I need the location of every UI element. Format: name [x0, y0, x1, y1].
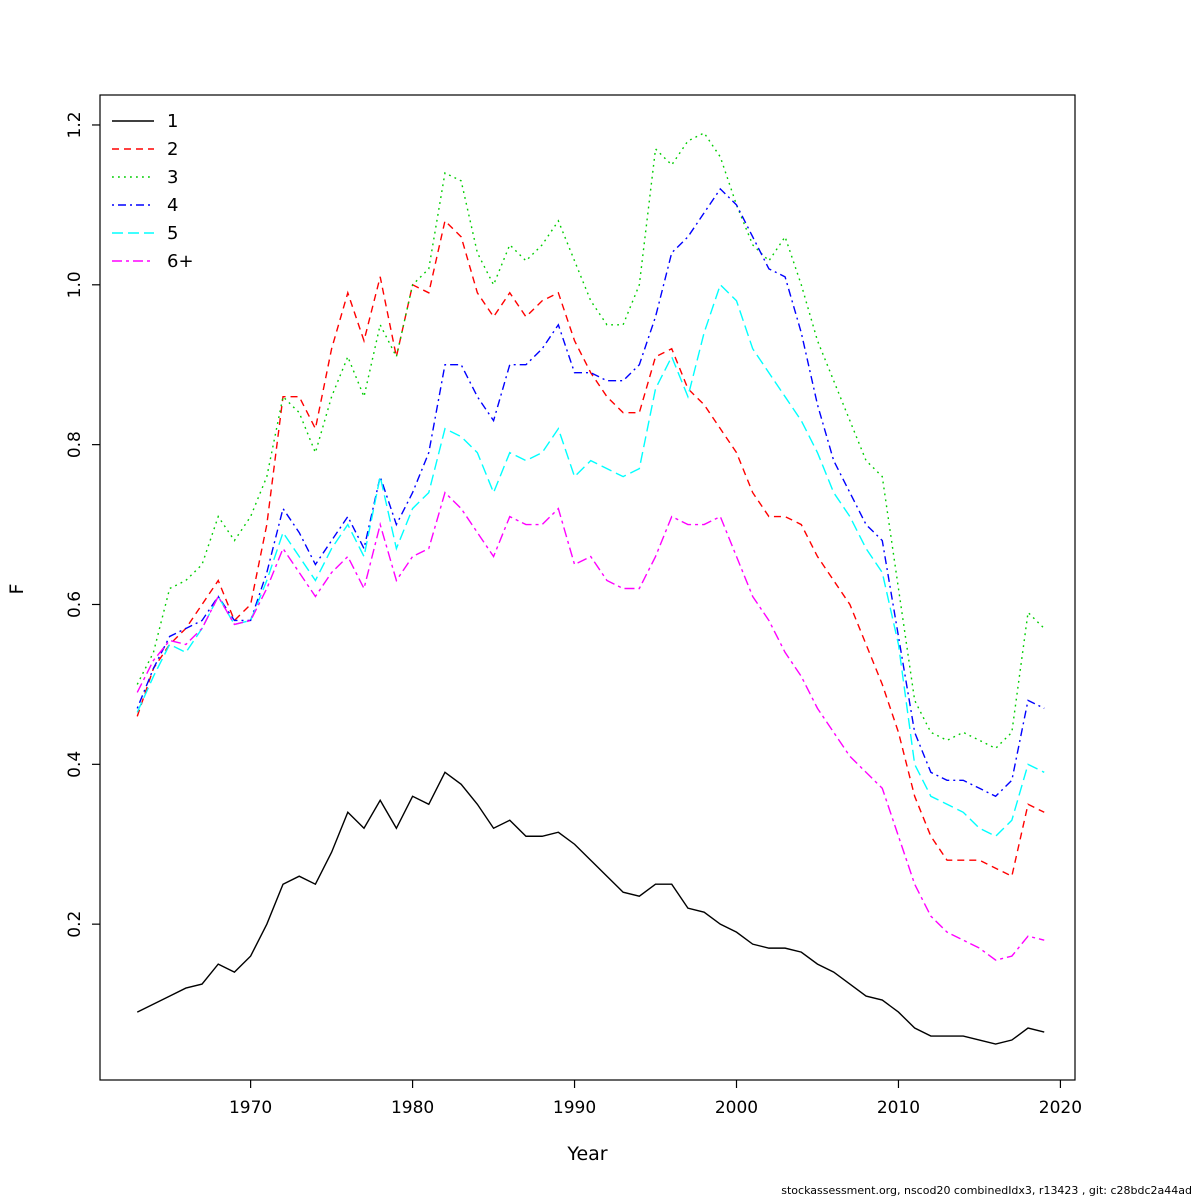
- legend-label-1: 1: [167, 111, 178, 132]
- y-tick-label: 0.8: [65, 431, 85, 458]
- x-axis-title: Year: [567, 1143, 608, 1165]
- series-line-4: [136, 187, 1045, 798]
- series-line-1: [136, 771, 1045, 1045]
- y-tick-label: 0.6: [65, 591, 85, 618]
- x-tick-label: 1990: [553, 1098, 596, 1118]
- series-line-6+: [136, 491, 1045, 961]
- y-axis-title: F: [6, 583, 28, 595]
- series-line-5: [136, 283, 1045, 838]
- legend-label-5: 5: [167, 223, 178, 244]
- y-tick-label: 1.0: [65, 271, 85, 298]
- plot-box: [99, 94, 1076, 1081]
- x-tick-label: 1980: [391, 1098, 434, 1118]
- x-tick-label: 2020: [1039, 1098, 1082, 1118]
- footer-attribution: stockassessment.org, nscod20 combinedIdx…: [781, 1184, 1192, 1197]
- legend-label-2: 2: [167, 139, 178, 160]
- series-line-2: [136, 219, 1045, 878]
- y-tick-label: 1.2: [65, 111, 85, 138]
- x-tick-label: 2010: [877, 1098, 920, 1118]
- legend-label-4: 4: [167, 195, 178, 216]
- series-line-3: [136, 132, 1045, 750]
- x-tick-label: 1970: [229, 1098, 272, 1118]
- legend-label-6+: 6+: [167, 251, 194, 272]
- y-tick-label: 0.2: [65, 911, 85, 938]
- x-tick-label: 2000: [715, 1098, 758, 1118]
- legend-label-3: 3: [167, 167, 178, 188]
- y-tick-label: 0.4: [65, 751, 85, 778]
